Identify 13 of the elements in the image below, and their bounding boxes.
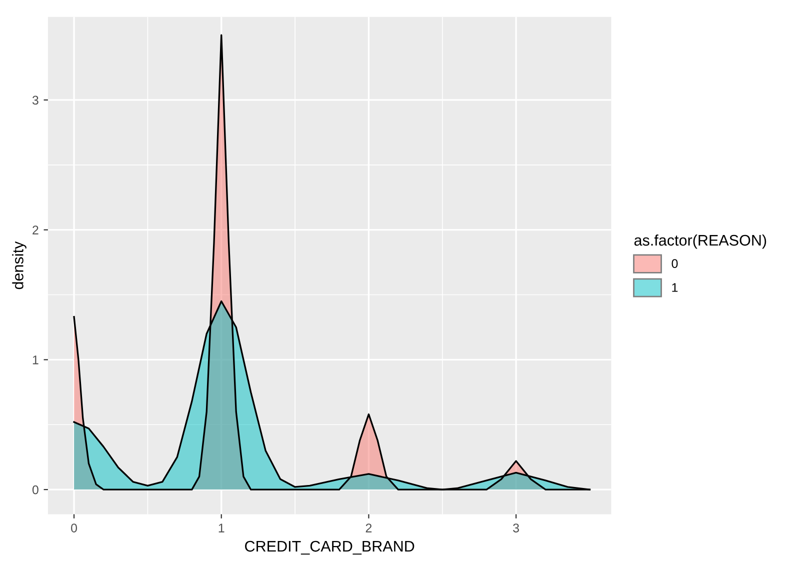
y-tick-label: 3 <box>32 96 38 105</box>
x-axis-title: CREDIT_CARD_BRAND <box>245 540 414 555</box>
x-tick-label: 3 <box>513 524 519 532</box>
y-axis-title: density <box>12 241 26 290</box>
y-tick-label: 2 <box>32 226 38 234</box>
legend-title: as.factor(REASON) <box>634 234 766 249</box>
x-tick-label: 1 <box>218 524 224 532</box>
x-tick-label: 2 <box>366 524 372 532</box>
y-tick-label: 1 <box>32 356 38 364</box>
legend-label: 0 <box>672 259 678 268</box>
legend-label: 1 <box>672 283 678 292</box>
y-tick-label: 0 <box>32 485 38 494</box>
x-tick-label: 0 <box>71 524 78 532</box>
